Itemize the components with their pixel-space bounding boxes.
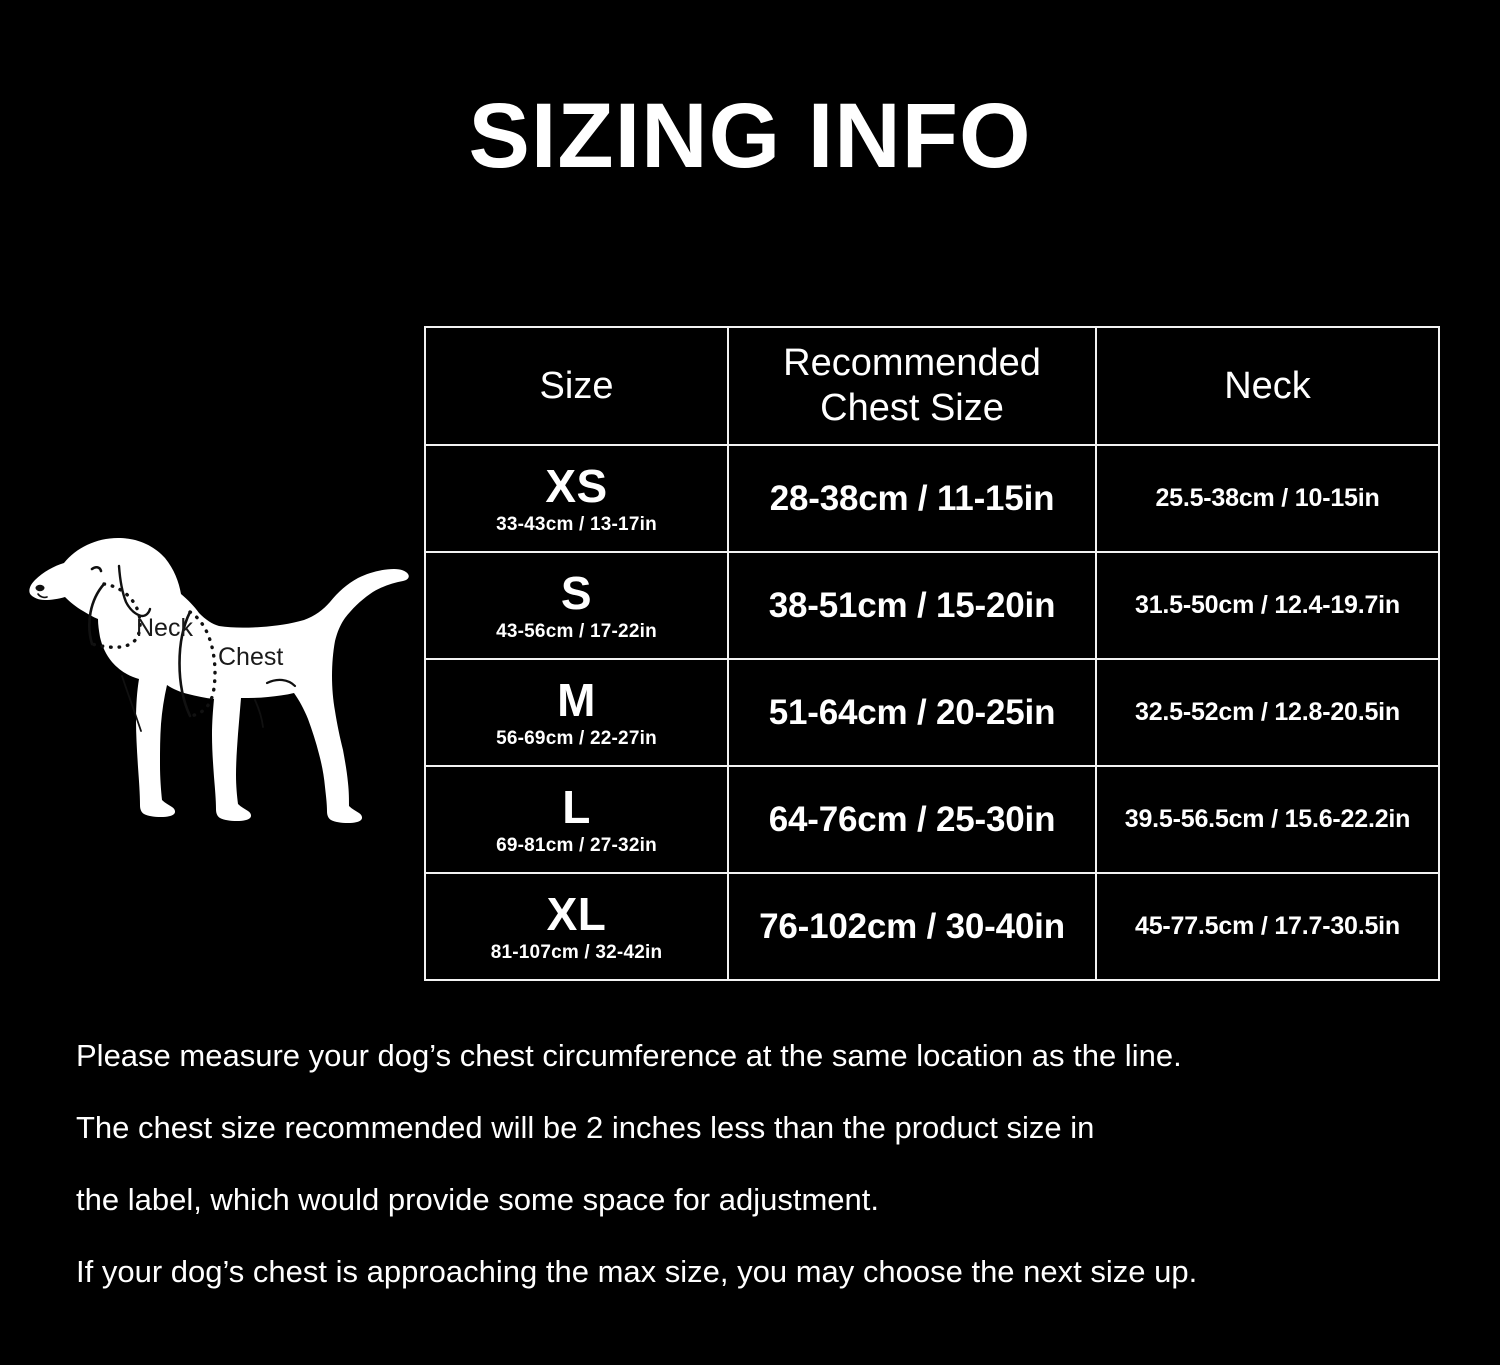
- dog-silhouette-shape: [29, 538, 409, 823]
- chest-value: 38-51cm / 15-20in: [768, 585, 1056, 625]
- chest-label: Chest: [218, 643, 283, 671]
- table-row: L 69-81cm / 27-32in 64-76cm / 25-30in 39…: [424, 765, 1440, 874]
- neck-value: 45-77.5cm / 17.7-30.5in: [1134, 912, 1401, 940]
- cell-chest: 76-102cm / 30-40in: [727, 872, 1097, 981]
- cell-size: S 43-56cm / 17-22in: [424, 551, 729, 660]
- dog-ear-outline: [117, 564, 152, 618]
- page-title: SIZING INFO: [468, 85, 1032, 187]
- size-code: XS: [545, 460, 608, 512]
- header-label-size: Size: [539, 364, 614, 407]
- cell-chest: 51-64cm / 20-25in: [727, 658, 1097, 767]
- size-sub-range: 81-107cm / 32-42in: [490, 942, 663, 963]
- cell-neck: 25.5-38cm / 10-15in: [1095, 444, 1440, 553]
- header-cell-chest: Recommended Chest Size: [727, 326, 1097, 446]
- dog-haunch-line: [265, 678, 297, 688]
- chest-value: 51-64cm / 20-25in: [768, 692, 1056, 732]
- size-sub-range: 56-69cm / 22-27in: [496, 728, 657, 749]
- dog-eye-icon: [90, 565, 103, 573]
- size-sub-range: 69-81cm / 27-32in: [496, 835, 657, 856]
- cell-chest: 64-76cm / 25-30in: [727, 765, 1097, 874]
- dog-mouth-line: [37, 593, 48, 599]
- sizing-table: Size Recommended Chest Size Neck XS 33-4…: [424, 326, 1440, 981]
- note-line: The chest size recommended will be 2 inc…: [76, 1110, 1095, 1145]
- chest-measure-dotted-arc: [188, 610, 217, 718]
- size-code: XL: [546, 888, 607, 940]
- neck-label: Neck: [136, 614, 193, 642]
- cell-chest: 28-38cm / 11-15in: [727, 444, 1097, 553]
- header-label-neck: Neck: [1224, 364, 1311, 407]
- dog-measurement-diagram: Neck Chest: [18, 528, 418, 858]
- chest-measure-solid-arc: [178, 610, 192, 718]
- header-cell-size: Size: [424, 326, 729, 446]
- neck-value: 31.5-50cm / 12.4-19.7in: [1134, 591, 1401, 619]
- size-code: L: [562, 781, 591, 833]
- note-line: Please measure your dog’s chest circumfe…: [76, 1038, 1182, 1073]
- notes-block: Please measure your dog’s chest circumfe…: [76, 1040, 1436, 1287]
- chest-value: 76-102cm / 30-40in: [759, 906, 1065, 946]
- cell-neck: 32.5-52cm / 12.8-20.5in: [1095, 658, 1440, 767]
- cell-size: XL 81-107cm / 32-42in: [424, 872, 729, 981]
- size-code: M: [557, 674, 596, 726]
- neck-value: 32.5-52cm / 12.8-20.5in: [1134, 698, 1401, 726]
- header-cell-neck: Neck: [1095, 326, 1440, 446]
- size-sub-range: 33-43cm / 13-17in: [496, 514, 657, 535]
- size-sub-range: 43-56cm / 17-22in: [496, 621, 657, 642]
- neck-measure-dotted-arc: [90, 582, 142, 649]
- table-row: XL 81-107cm / 32-42in 76-102cm / 30-40in…: [424, 872, 1440, 981]
- note-line: the label, which would provide some spac…: [76, 1182, 879, 1217]
- cell-chest: 38-51cm / 15-20in: [727, 551, 1097, 660]
- table-row: S 43-56cm / 17-22in 38-51cm / 15-20in 31…: [424, 551, 1440, 660]
- cell-size: M 56-69cm / 22-27in: [424, 658, 729, 767]
- cell-size: XS 33-43cm / 13-17in: [424, 444, 729, 553]
- note-line: If your dog’s chest is approaching the m…: [76, 1254, 1198, 1289]
- chest-value: 28-38cm / 11-15in: [769, 478, 1055, 518]
- neck-measure-solid-arc: [88, 582, 106, 646]
- cell-neck: 31.5-50cm / 12.4-19.7in: [1095, 551, 1440, 660]
- chest-value: 64-76cm / 25-30in: [768, 799, 1056, 839]
- table-row: M 56-69cm / 22-27in 51-64cm / 20-25in 32…: [424, 658, 1440, 767]
- dog-shoulder-line: [121, 675, 142, 732]
- table-row: XS 33-43cm / 13-17in 28-38cm / 11-15in 2…: [424, 444, 1440, 553]
- cell-size: L 69-81cm / 27-32in: [424, 765, 729, 874]
- cell-neck: 39.5-56.5cm / 15.6-22.2in: [1095, 765, 1440, 874]
- neck-value: 25.5-38cm / 10-15in: [1155, 484, 1380, 512]
- table-header-row: Size Recommended Chest Size Neck: [424, 326, 1440, 446]
- cell-neck: 45-77.5cm / 17.7-30.5in: [1095, 872, 1440, 981]
- header-label-chest-line1: Recommended: [783, 342, 1041, 385]
- header-label-chest-line2: Chest Size: [820, 387, 1004, 429]
- dog-nose-icon: [35, 584, 45, 592]
- neck-value: 39.5-56.5cm / 15.6-22.2in: [1124, 805, 1411, 833]
- dog-rear-leg-line: [254, 699, 264, 728]
- size-code: S: [560, 567, 593, 619]
